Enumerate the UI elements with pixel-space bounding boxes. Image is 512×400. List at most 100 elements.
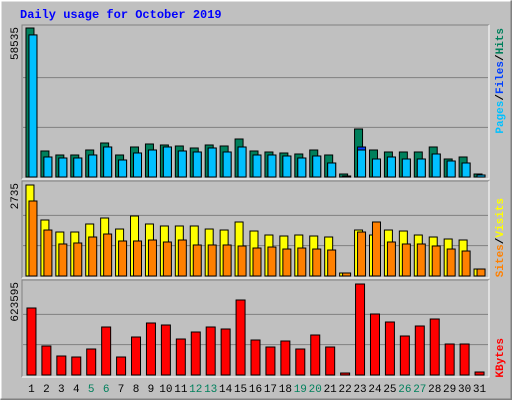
bar xyxy=(267,246,277,277)
bar xyxy=(312,155,322,178)
bar xyxy=(177,239,187,277)
bar xyxy=(297,157,307,178)
bar xyxy=(177,150,187,178)
bar xyxy=(431,245,441,277)
bar xyxy=(312,248,322,277)
bar xyxy=(131,336,142,376)
bar xyxy=(71,356,82,376)
bar xyxy=(41,345,52,376)
x-tick-label: 17 xyxy=(264,384,277,396)
bar xyxy=(459,343,470,376)
bar xyxy=(237,146,247,178)
x-tick-label: 4 xyxy=(73,384,80,396)
bar xyxy=(357,231,367,277)
panel-border-light xyxy=(22,280,490,378)
bar xyxy=(207,244,217,277)
bar xyxy=(282,155,292,178)
bar xyxy=(325,346,336,376)
x-tick-label: 14 xyxy=(219,384,233,396)
bar xyxy=(297,247,307,277)
x-tick-label: 20 xyxy=(309,384,322,396)
bar xyxy=(357,149,367,178)
bar xyxy=(252,247,262,277)
panel-border-light xyxy=(22,181,490,279)
bar xyxy=(192,244,202,277)
bar xyxy=(118,240,128,277)
x-tick-label: 6 xyxy=(103,384,110,396)
bar xyxy=(175,338,186,376)
x-tick-label: 13 xyxy=(204,384,217,396)
bar xyxy=(88,236,98,277)
x-tick-label: 30 xyxy=(458,384,471,396)
bar xyxy=(282,248,292,277)
bar xyxy=(384,321,395,376)
bar xyxy=(416,158,426,178)
bar xyxy=(222,151,232,178)
bar xyxy=(133,152,143,178)
bar xyxy=(340,372,351,376)
x-tick-label: 3 xyxy=(58,384,65,396)
x-tick-label: 10 xyxy=(159,384,172,396)
bar xyxy=(88,154,98,178)
bar xyxy=(476,268,486,277)
bar xyxy=(222,244,232,277)
bar xyxy=(28,34,38,178)
bar xyxy=(147,239,157,277)
x-tick-label: 8 xyxy=(133,384,140,396)
panel-border-dark xyxy=(21,24,489,179)
x-tick-label: 24 xyxy=(368,384,382,396)
bar xyxy=(355,283,366,376)
panel-border-light xyxy=(22,25,490,180)
x-tick-label: 12 xyxy=(189,384,202,396)
x-tick-label: 27 xyxy=(413,384,426,396)
bar xyxy=(267,154,277,178)
bar xyxy=(43,229,53,277)
bar xyxy=(416,243,426,277)
bar xyxy=(162,146,172,178)
bar xyxy=(205,326,216,376)
bar xyxy=(369,313,380,376)
legend-separator: / xyxy=(495,54,507,61)
bar xyxy=(386,241,396,277)
legend: Pages/Files/Hits xyxy=(495,28,507,134)
bar xyxy=(73,242,83,277)
bar xyxy=(162,241,172,277)
panel-border-dark xyxy=(21,180,489,278)
legend: KBytes xyxy=(495,338,507,378)
x-tick-label: 26 xyxy=(398,384,411,396)
x-tick-label: 28 xyxy=(428,384,441,396)
bar xyxy=(147,149,157,178)
bar xyxy=(414,325,425,376)
x-tick-label: 5 xyxy=(88,384,95,396)
bar xyxy=(28,200,38,277)
bar xyxy=(207,147,217,178)
bar xyxy=(444,343,455,376)
x-tick-label: 7 xyxy=(118,384,125,396)
x-tick-label: 9 xyxy=(148,384,155,396)
bar xyxy=(295,348,306,376)
legend-entry: Files xyxy=(495,61,507,94)
bar xyxy=(342,272,352,277)
bar xyxy=(401,243,411,277)
legend-entry: Pages xyxy=(495,101,507,134)
y-tick-label: 2735 xyxy=(10,183,22,209)
bar xyxy=(133,240,143,277)
bar xyxy=(237,245,247,277)
bar xyxy=(342,175,352,178)
bar xyxy=(474,371,485,376)
bar xyxy=(145,322,156,376)
legend-separator: / xyxy=(495,94,507,101)
legend-entry: Hits xyxy=(495,28,507,54)
legend-entry: Visits xyxy=(495,198,507,238)
bar xyxy=(86,348,97,376)
bar xyxy=(73,157,83,178)
x-tick-label: 16 xyxy=(249,384,262,396)
bar xyxy=(476,174,486,178)
x-tick-label: 23 xyxy=(353,384,366,396)
x-tick-label: 31 xyxy=(473,384,487,396)
bar xyxy=(327,249,337,277)
x-tick-label: 29 xyxy=(443,384,456,396)
bar xyxy=(26,307,37,376)
bar xyxy=(265,346,276,376)
